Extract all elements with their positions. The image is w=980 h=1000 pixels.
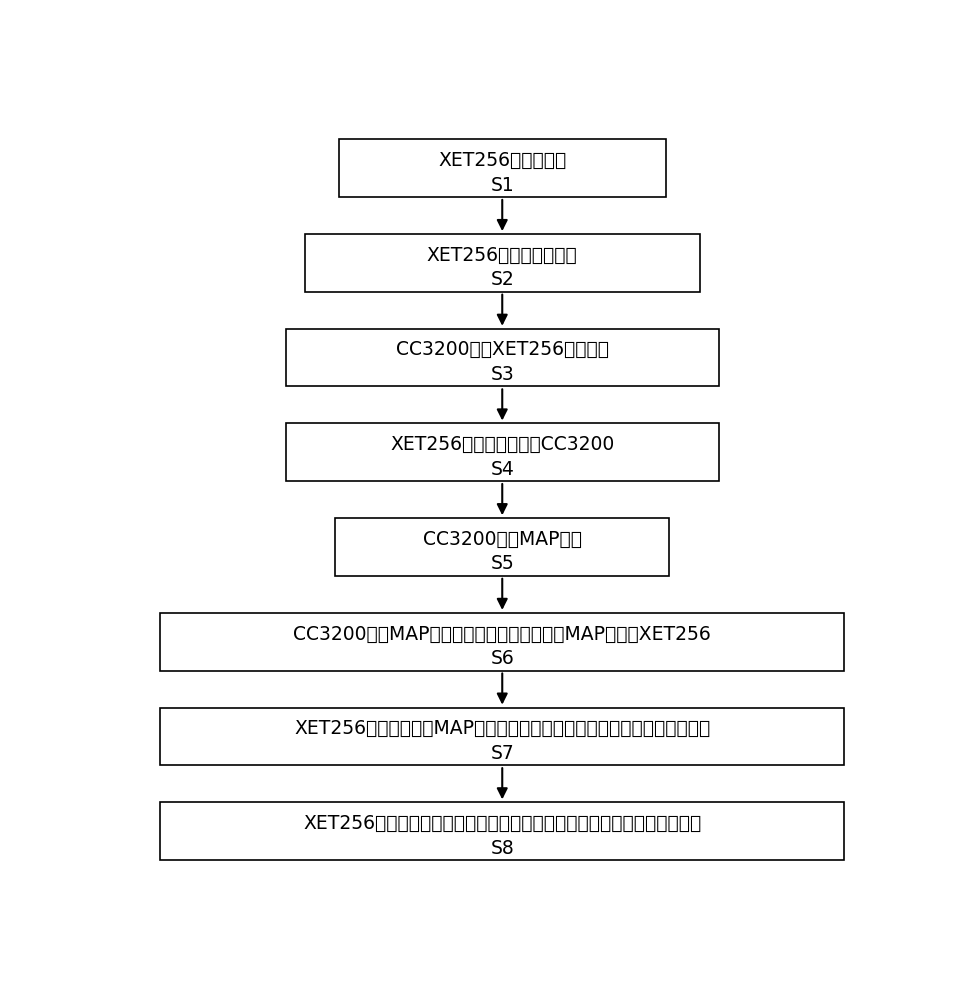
- FancyBboxPatch shape: [335, 518, 669, 576]
- Text: S6: S6: [490, 649, 514, 668]
- Text: CC3200查询XET256工况参数: CC3200查询XET256工况参数: [396, 340, 609, 359]
- Text: S1: S1: [490, 176, 514, 195]
- Text: XET256根据优化后的MAP参数计算目标转矩和最大放电电流两个控制参数: XET256根据优化后的MAP参数计算目标转矩和最大放电电流两个控制参数: [294, 719, 710, 738]
- FancyBboxPatch shape: [161, 802, 844, 860]
- FancyArrowPatch shape: [498, 579, 507, 608]
- Text: S7: S7: [490, 744, 514, 763]
- Text: S8: S8: [490, 839, 514, 858]
- FancyArrowPatch shape: [498, 484, 507, 513]
- Text: CC3200优化MAP参数: CC3200优化MAP参数: [422, 530, 582, 549]
- FancyBboxPatch shape: [339, 139, 665, 197]
- Text: S5: S5: [490, 554, 514, 573]
- Text: S2: S2: [490, 270, 514, 289]
- FancyBboxPatch shape: [161, 708, 844, 765]
- FancyArrowPatch shape: [498, 673, 507, 702]
- FancyArrowPatch shape: [498, 768, 507, 797]
- Text: XET256信号采集与处理: XET256信号采集与处理: [427, 246, 577, 265]
- FancyBboxPatch shape: [286, 329, 718, 386]
- Text: XET256上电初始化: XET256上电初始化: [438, 151, 566, 170]
- FancyBboxPatch shape: [161, 613, 844, 671]
- FancyArrowPatch shape: [498, 200, 507, 229]
- Text: XET256发送工况参数给CC3200: XET256发送工况参数给CC3200: [390, 435, 614, 454]
- Text: S3: S3: [490, 365, 514, 384]
- FancyBboxPatch shape: [286, 423, 718, 481]
- Text: CC3200通过MAP参数标定命令返回优化后的MAP参数给XET256: CC3200通过MAP参数标定命令返回优化后的MAP参数给XET256: [293, 624, 711, 643]
- FancyArrowPatch shape: [498, 294, 507, 324]
- FancyArrowPatch shape: [498, 389, 507, 418]
- Text: XET256将目标转矩发送给电机控制器，将最大放电电流发送给电池控制器: XET256将目标转矩发送给电机控制器，将最大放电电流发送给电池控制器: [303, 814, 702, 833]
- FancyBboxPatch shape: [305, 234, 700, 292]
- Text: S4: S4: [490, 460, 514, 479]
